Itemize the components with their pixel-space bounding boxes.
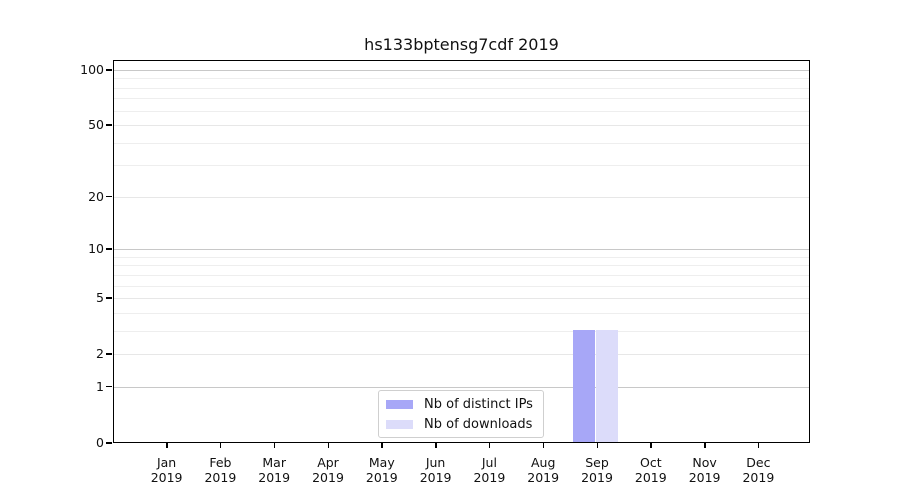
gridline xyxy=(114,125,809,127)
x-tick-year: 2019 xyxy=(419,469,452,485)
x-tick-label: Jan 2019 xyxy=(137,455,197,485)
x-tick-label: Jul 2019 xyxy=(459,455,519,485)
x-tick-month: Jul xyxy=(481,455,497,470)
gridline xyxy=(114,196,809,198)
gridline-minor xyxy=(114,78,809,80)
x-tick-mark xyxy=(381,443,383,448)
legend: Nb of distinct IPs Nb of downloads xyxy=(378,390,544,438)
gridline-minor xyxy=(114,165,809,167)
x-tick-month: Sep xyxy=(585,455,609,470)
gridline-minor xyxy=(114,274,809,276)
x-tick-year: 2019 xyxy=(150,469,183,485)
x-tick-month: May xyxy=(368,455,395,470)
x-tick-label: May 2019 xyxy=(352,455,412,485)
x-tick-month: Mar xyxy=(262,455,286,470)
y-tick-mark xyxy=(106,442,112,444)
x-tick-year: 2019 xyxy=(473,469,506,485)
bar-distinct-ips xyxy=(573,329,596,442)
x-tick-mark xyxy=(757,443,760,448)
legend-row: Nb of downloads xyxy=(386,416,535,432)
x-tick-year: 2019 xyxy=(312,469,344,485)
x-tick-label: Jun 2019 xyxy=(406,455,466,485)
x-tick-mark xyxy=(273,443,276,448)
x-tick-month: Aug xyxy=(530,455,556,470)
x-tick-mark xyxy=(542,443,545,448)
x-tick-label: Feb 2019 xyxy=(190,455,250,485)
gridline xyxy=(114,354,809,356)
x-tick-month: Apr xyxy=(317,455,339,470)
x-tick-year: 2019 xyxy=(688,469,721,485)
y-tick-label: 5 xyxy=(96,290,104,306)
x-tick-year: 2019 xyxy=(581,469,613,485)
gridline-minor xyxy=(114,312,809,314)
x-tick-label: Oct 2019 xyxy=(621,455,681,485)
gridline xyxy=(114,298,809,300)
x-tick-month: Feb xyxy=(209,455,232,470)
x-tick-mark xyxy=(596,443,598,448)
x-tick-mark xyxy=(650,443,652,448)
y-tick-label: 2 xyxy=(96,346,104,362)
gridline-minor xyxy=(114,265,809,267)
gridline-minor xyxy=(114,256,809,258)
gridline-minor xyxy=(114,142,809,144)
x-tick-label: Aug 2019 xyxy=(513,455,573,485)
x-tick-year: 2019 xyxy=(527,469,560,485)
x-tick-month: Jan xyxy=(156,455,177,470)
x-tick-month: Jun xyxy=(425,455,446,470)
legend-row: Nb of distinct IPs xyxy=(386,396,535,412)
x-tick-year: 2019 xyxy=(634,469,667,485)
gridline-minor xyxy=(114,285,809,287)
y-tick-label: 20 xyxy=(88,188,104,204)
gridline xyxy=(114,386,809,388)
x-tick-mark xyxy=(327,443,329,448)
y-tick-mark xyxy=(106,353,112,355)
y-tick-mark xyxy=(106,124,112,126)
y-tick-mark xyxy=(106,195,112,198)
gridline-minor xyxy=(114,98,809,100)
x-tick-mark xyxy=(704,443,706,448)
y-tick-label: 100 xyxy=(80,62,104,77)
bar-downloads xyxy=(595,329,618,442)
x-tick-label: Sep 2019 xyxy=(567,455,627,485)
chart-title: hs133bptensg7cdf 2019 xyxy=(364,35,559,54)
y-tick-label: 50 xyxy=(88,117,104,133)
y-tick-label: 10 xyxy=(88,241,104,257)
x-tick-mark xyxy=(219,443,222,448)
x-tick-month: Oct xyxy=(639,455,662,470)
y-tick-mark xyxy=(106,69,112,71)
legend-swatch-distinct-ips xyxy=(386,399,413,409)
gridline-minor xyxy=(114,110,809,112)
legend-label-downloads: Nb of downloads xyxy=(424,416,533,432)
gridline-minor xyxy=(114,330,809,332)
legend-swatch-downloads xyxy=(386,419,413,429)
x-tick-label: Apr 2019 xyxy=(298,455,358,485)
x-tick-label: Nov 2019 xyxy=(675,455,735,485)
x-tick-mark xyxy=(488,443,491,448)
x-tick-year: 2019 xyxy=(204,469,237,485)
x-tick-label: Dec 2019 xyxy=(728,455,788,485)
x-tick-mark xyxy=(435,443,437,448)
x-tick-year: 2019 xyxy=(258,469,291,485)
gridline xyxy=(114,249,809,251)
x-tick-label: Mar 2019 xyxy=(244,455,304,485)
y-tick-mark xyxy=(106,248,112,250)
x-tick-year: 2019 xyxy=(365,469,398,485)
gridline-minor xyxy=(114,87,809,89)
x-tick-month: Nov xyxy=(692,455,717,470)
x-tick-month: Dec xyxy=(746,455,771,470)
y-tick-mark xyxy=(106,385,112,388)
gridline xyxy=(114,70,809,71)
y-tick-label: 1 xyxy=(96,378,104,394)
y-tick-mark xyxy=(106,297,112,299)
plot-area xyxy=(113,60,810,443)
x-tick-mark xyxy=(166,443,168,448)
x-tick-year: 2019 xyxy=(742,469,775,485)
legend-label-distinct-ips: Nb of distinct IPs xyxy=(424,396,533,412)
y-tick-label: 0 xyxy=(96,435,104,450)
